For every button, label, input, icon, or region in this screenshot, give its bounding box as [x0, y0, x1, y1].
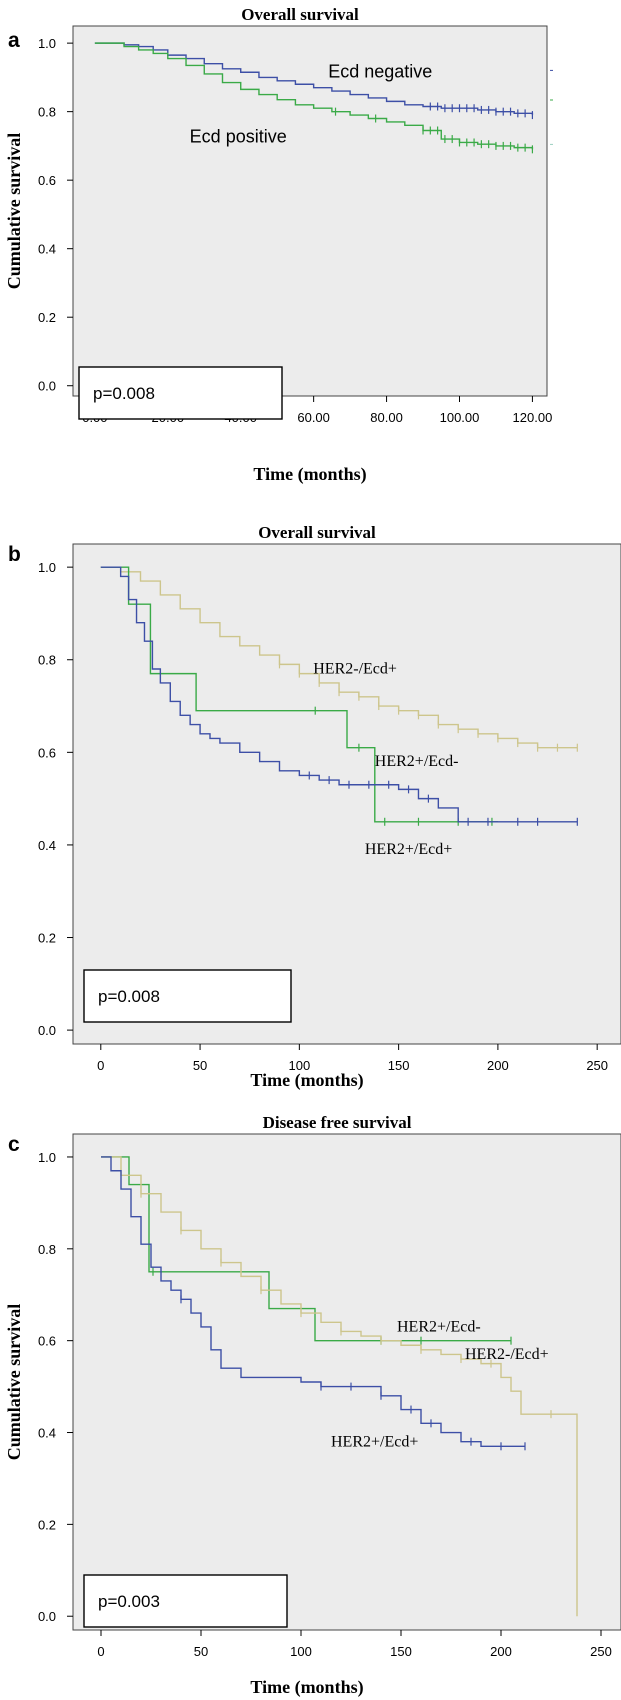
x-tick-label: 100: [288, 1058, 310, 1073]
series-label: HER2+/Ecd-: [397, 1318, 481, 1335]
x-tick-label: 100: [290, 1644, 312, 1659]
x-tick-label: 80.00: [370, 410, 403, 425]
y-tick-label: 1.0: [38, 560, 56, 575]
y-tick-label: 0.2: [38, 931, 56, 946]
y-axis-title: Cumulative survival: [4, 1304, 24, 1461]
y-tick-label: 0.4: [38, 1426, 56, 1441]
p-value-label: p=0.008: [93, 384, 155, 403]
plot-area: [72, 1133, 621, 1631]
series-label: HER2-/Ecd+: [313, 661, 397, 678]
chart-title: Overall survival: [241, 5, 359, 24]
chart-title: Overall survival: [258, 523, 376, 542]
p-value-box: [83, 969, 292, 1023]
series-ecd-positive: Ecd positive: [94, 42, 534, 154]
plot-area: [72, 543, 621, 1045]
x-tick-label: 150: [390, 1644, 412, 1659]
y-tick-label: 0.8: [38, 653, 56, 668]
series-her2-ecd-: HER2-/Ecd+: [101, 1156, 578, 1617]
chart-panel-b: b Overall survival 0.0 0.2 0.4 0.6 0.8 1.0 0 50 10…: [8, 523, 621, 1091]
series-her2-ecd-: HER2+/Ecd+: [100, 566, 578, 858]
y-tick-label: 0.6: [38, 173, 56, 188]
y-tick-label: 0.0: [38, 379, 56, 394]
y-tick-label: 0.0: [38, 1023, 56, 1038]
survival-curve: [100, 566, 578, 823]
series-label: HER2+/Ecd+: [331, 1433, 418, 1450]
y-tick-label: 1.0: [38, 36, 56, 51]
x-tick-label: 0: [97, 1058, 104, 1073]
survival-curve: [101, 1156, 525, 1447]
survival-curve: [101, 1156, 511, 1342]
y-tick-label: 0.8: [38, 1242, 56, 1257]
x-tick-label: 50: [193, 1058, 207, 1073]
x-tick-label: 200: [490, 1644, 512, 1659]
y-tick-label: 0.2: [38, 310, 56, 325]
series-label: Ecd positive: [190, 126, 287, 146]
y-tick-label: 0.4: [38, 242, 56, 257]
y-tick-label: 1.0: [38, 1150, 56, 1165]
p-value-label: p=0.003: [98, 1592, 160, 1611]
chart-panel-c: c Disease free survival 0.0 0.2 0.4 0.6 0.8 1.0…: [4, 1113, 621, 1698]
series-ecd-negative: Ecd negative: [94, 42, 534, 120]
panel-letter: b: [8, 543, 21, 566]
x-tick-label: 200: [487, 1058, 509, 1073]
y-tick-label: 0.6: [38, 745, 56, 760]
x-tick-label: 100.00: [440, 410, 480, 425]
y-tick-label: 0.6: [38, 1334, 56, 1349]
p-value-box: [78, 366, 283, 420]
y-axis-title: Cumulative survival: [4, 133, 24, 290]
survival-curve: [100, 566, 578, 749]
panel-letter: a: [8, 29, 20, 52]
y-tick-label: 0.0: [38, 1609, 56, 1624]
x-tick-label: 60.00: [297, 410, 330, 425]
x-tick-label: 250: [586, 1058, 608, 1073]
series-label: HER2+/Ecd-: [375, 753, 459, 770]
y-tick-label: 0.4: [38, 838, 56, 853]
series-her2-ecd-: HER2+/Ecd+: [101, 1156, 526, 1451]
plot-area: [72, 25, 548, 397]
x-tick-label: 50: [194, 1644, 208, 1659]
series-label: HER2+/Ecd+: [365, 841, 452, 858]
series-label: HER2-/Ecd+: [465, 1346, 549, 1363]
x-axis-title: Time (months): [250, 1070, 363, 1091]
p-value-label: p=0.008: [98, 987, 160, 1006]
series-her2-ecd-: HER2-/Ecd+: [100, 566, 578, 752]
chart-title: Disease free survival: [263, 1113, 412, 1132]
x-tick-label: 120.00: [513, 410, 553, 425]
y-tick-label: 0.8: [38, 105, 56, 120]
x-axis-title: Time (months): [250, 1677, 363, 1698]
x-tick-label: 0: [97, 1644, 104, 1659]
x-tick-label: 250: [590, 1644, 612, 1659]
x-tick-label: 150: [388, 1058, 410, 1073]
series-label: Ecd negative: [328, 61, 432, 81]
panel-letter: c: [8, 1133, 20, 1156]
p-value-box: [83, 1574, 288, 1628]
y-tick-label: 0.2: [38, 1517, 56, 1532]
x-axis-title: Time (months): [253, 464, 366, 485]
